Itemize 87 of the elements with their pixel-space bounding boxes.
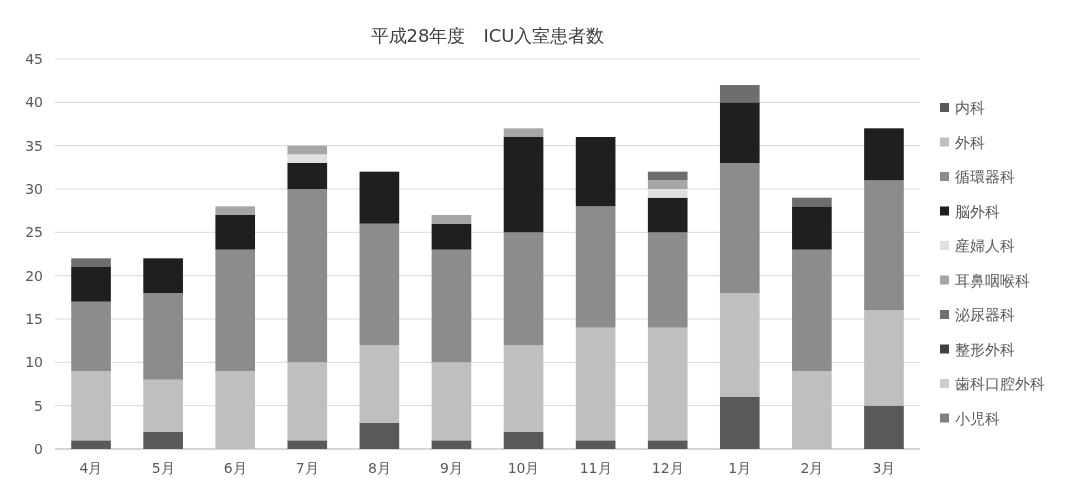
bar <box>575 206 616 328</box>
x-tick-label: 3月 <box>872 460 896 476</box>
bar <box>719 163 760 293</box>
legend-label: 小児科 <box>955 409 1000 428</box>
y-tick-label: 5 <box>34 397 43 414</box>
bar <box>575 440 616 449</box>
bar <box>287 362 328 441</box>
legend-label: 耳鼻咽喉科 <box>955 271 1030 290</box>
bar <box>287 154 328 163</box>
bar <box>503 137 544 233</box>
bar <box>287 163 328 189</box>
bar <box>647 180 688 189</box>
y-tick-label: 0 <box>34 441 43 457</box>
bar <box>431 215 472 224</box>
bar <box>143 431 183 449</box>
chart-title: 平成28年度 ICU入室患者数 <box>370 25 605 46</box>
bar <box>431 223 472 250</box>
x-tick-label: 2月 <box>800 460 824 476</box>
bar <box>792 197 832 207</box>
bar <box>647 232 688 328</box>
bar <box>864 405 904 449</box>
x-tick-label: 1月 <box>728 460 752 476</box>
bar <box>719 293 760 397</box>
bar <box>359 223 400 345</box>
y-tick-label: 15 <box>25 311 43 327</box>
x-tick-label: 4月 <box>79 460 103 476</box>
bar <box>864 180 904 311</box>
x-tick-label: 12月 <box>651 460 684 476</box>
bar <box>71 258 111 267</box>
bar <box>359 171 400 224</box>
y-tick-label: 10 <box>25 354 43 371</box>
x-tick-label: 9月 <box>440 460 463 476</box>
bar <box>215 215 256 250</box>
bar <box>647 327 688 441</box>
bar <box>792 249 832 371</box>
bar <box>71 440 111 449</box>
bar <box>143 258 183 293</box>
bar <box>503 232 544 345</box>
x-tick-label: 5月 <box>151 460 175 476</box>
bar <box>143 293 183 380</box>
bar <box>431 362 472 441</box>
bar <box>431 249 472 363</box>
bar <box>864 310 904 406</box>
bar <box>215 249 256 371</box>
y-tick-label: 35 <box>25 137 43 154</box>
bar <box>287 440 328 449</box>
bar <box>215 206 256 215</box>
bar <box>647 440 688 449</box>
x-tick-label: 6月 <box>223 460 247 476</box>
bar <box>359 345 400 423</box>
x-tick-label: 11月 <box>579 460 612 476</box>
y-tick-label: 40 <box>25 94 43 111</box>
bar <box>359 423 400 449</box>
legend-label: 歯科口腔外科 <box>955 375 1045 393</box>
x-tick-label: 8月 <box>367 460 391 476</box>
bar <box>71 267 111 302</box>
y-tick-label: 25 <box>25 224 43 241</box>
bar <box>287 145 328 155</box>
bar <box>647 171 688 181</box>
legend-label: 整形外科 <box>955 340 1015 359</box>
legend-label: 脳外科 <box>955 202 1000 221</box>
bar <box>647 197 688 233</box>
x-tick-label: 7月 <box>295 460 319 476</box>
bar <box>503 431 544 449</box>
bar <box>719 397 760 449</box>
bar <box>575 137 616 207</box>
bar <box>503 345 544 432</box>
bar <box>71 301 111 371</box>
x-tick-label: 10月 <box>507 460 540 476</box>
bar <box>792 206 832 250</box>
legend-label: 循環器科 <box>955 168 1015 186</box>
bar <box>431 440 472 449</box>
y-tick-label: 20 <box>25 267 43 284</box>
bar <box>287 189 328 363</box>
legend-label: 内科 <box>955 99 985 117</box>
legend-label: 泌尿器科 <box>955 306 1015 324</box>
bar <box>864 128 904 181</box>
legend-label: 外科 <box>955 133 985 152</box>
bar <box>71 371 111 441</box>
bar <box>143 379 183 432</box>
legend-label: 産婦人科 <box>955 237 1015 255</box>
bar <box>719 102 760 163</box>
bar <box>719 85 760 103</box>
bar <box>503 128 544 137</box>
y-tick-label: 45 <box>25 51 43 67</box>
y-tick-label: 30 <box>25 181 43 197</box>
bar <box>575 327 616 441</box>
